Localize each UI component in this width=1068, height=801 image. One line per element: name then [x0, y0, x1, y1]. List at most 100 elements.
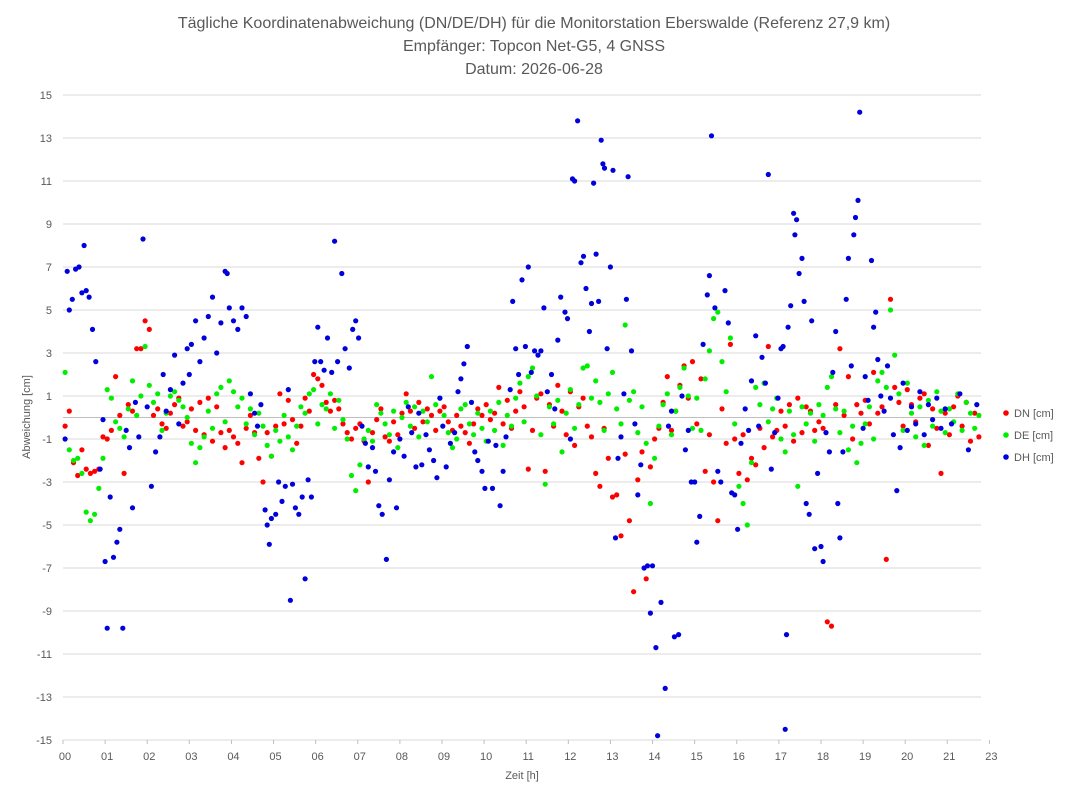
point-de: [892, 352, 898, 358]
point-dh: [93, 359, 99, 365]
point-dh: [555, 337, 561, 343]
point-de: [243, 421, 249, 427]
point-dn: [475, 406, 481, 412]
point-de: [205, 408, 211, 414]
point-de: [601, 427, 607, 433]
point-dn: [816, 419, 822, 425]
point-dh: [157, 434, 163, 440]
point-dh: [117, 526, 123, 532]
x-tick-label: 02: [143, 751, 155, 763]
point-de: [588, 395, 595, 401]
point-dh: [782, 726, 788, 732]
data-points: [62, 109, 982, 739]
point-de: [416, 434, 422, 440]
point-dh: [572, 178, 578, 184]
point-de: [782, 449, 788, 455]
point-de: [799, 404, 805, 410]
point-dh: [818, 543, 824, 550]
point-dh: [794, 217, 800, 223]
x-tick-label: 15: [691, 751, 703, 763]
point-dn: [664, 374, 670, 380]
point-de: [319, 402, 325, 408]
point-de: [567, 387, 574, 393]
point-de: [740, 500, 746, 507]
point-dn: [289, 417, 296, 423]
point-dh: [440, 423, 446, 429]
point-de: [369, 438, 376, 444]
x-tick-label: 01: [101, 751, 113, 763]
point-dn: [150, 412, 157, 418]
point-de: [445, 430, 451, 436]
point-dh: [452, 430, 458, 436]
point-de: [921, 442, 927, 448]
point-dh: [685, 427, 691, 433]
point-dh: [865, 397, 871, 403]
point-dn: [214, 404, 220, 410]
point-de: [938, 408, 944, 414]
point-dh: [904, 427, 910, 433]
point-dn: [736, 470, 742, 476]
point-de: [407, 423, 413, 429]
point-dh: [132, 399, 138, 405]
point-dn: [795, 395, 801, 401]
point-de: [702, 376, 708, 382]
point-dh: [820, 558, 826, 565]
point-dn: [753, 462, 759, 468]
point-dn: [799, 430, 805, 436]
point-dn: [332, 397, 338, 403]
point-de: [576, 402, 582, 408]
point-de: [673, 408, 679, 414]
point-dn: [193, 427, 199, 433]
point-dn: [904, 387, 910, 393]
point-de: [260, 423, 266, 429]
point-de: [698, 427, 704, 433]
y-tick-label: -7: [42, 563, 52, 575]
point-dh: [671, 634, 678, 640]
point-dh: [318, 359, 324, 365]
y-tick-label: 13: [40, 133, 52, 145]
point-dh: [365, 464, 371, 470]
point-dh: [79, 290, 85, 296]
point-dn: [887, 296, 894, 302]
point-dh: [426, 447, 432, 453]
point-de: [487, 408, 493, 414]
point-dn: [327, 408, 333, 414]
point-dh: [423, 432, 429, 438]
point-dh: [788, 303, 794, 309]
point-dh: [913, 421, 919, 427]
point-dh: [83, 288, 89, 294]
point-dn: [584, 423, 590, 429]
point-de: [256, 410, 262, 416]
point-dn: [605, 455, 611, 461]
point-dh: [282, 483, 288, 489]
point-dh: [600, 161, 606, 167]
point-dn: [854, 402, 860, 408]
point-dn: [496, 384, 502, 390]
point-de: [285, 434, 291, 440]
point-dn: [62, 423, 68, 429]
point-dh: [692, 479, 698, 485]
x-tick-label: 19: [859, 751, 871, 763]
point-de: [70, 457, 77, 464]
point-dh: [768, 466, 774, 472]
point-dn: [285, 397, 291, 403]
point-dn: [188, 406, 194, 412]
point-dn: [180, 423, 186, 429]
y-tick-label: -13: [36, 692, 52, 704]
point-de: [424, 419, 430, 425]
y-tick-label: -9: [42, 606, 52, 618]
point-dh: [843, 296, 849, 302]
point-dh: [129, 505, 136, 511]
point-dh: [176, 421, 182, 427]
point-de: [976, 412, 982, 418]
point-dn: [83, 466, 89, 472]
point-dh: [148, 483, 154, 489]
point-dh: [224, 270, 230, 277]
point-dn: [513, 408, 519, 414]
point-de: [294, 423, 300, 429]
point-de: [382, 421, 388, 427]
point-dh: [100, 417, 106, 423]
point-dh: [851, 232, 857, 238]
point-dh: [588, 300, 595, 307]
point-dh: [372, 468, 379, 474]
